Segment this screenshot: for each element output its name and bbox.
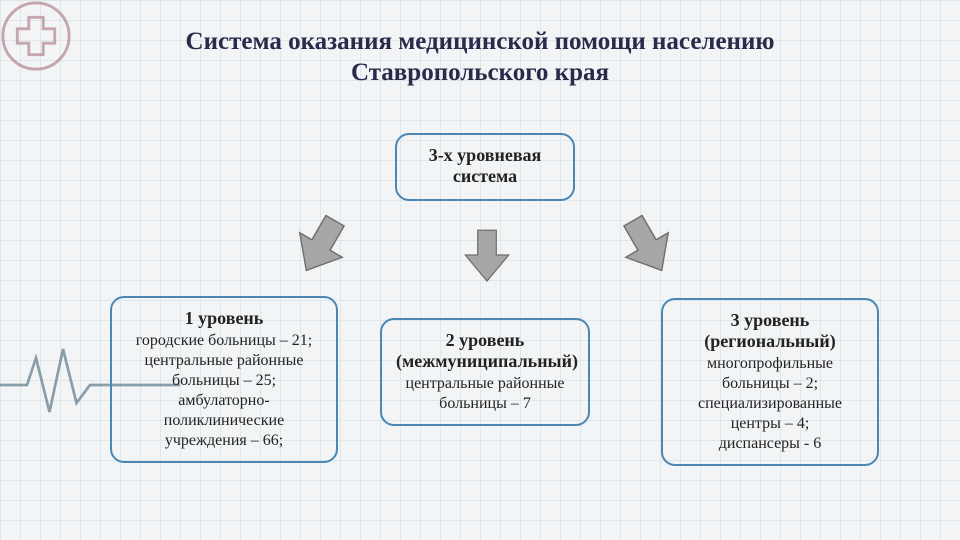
box-level1-title: 1 уровень: [126, 308, 322, 329]
arrow-to-level2-icon: [456, 222, 518, 288]
box-root-system: 3-х уровневая система: [395, 133, 575, 201]
box-level2: 2 уровень (межмуниципальный) центральные…: [380, 318, 590, 426]
box-level2-title: 2 уровень (межмуниципальный): [396, 330, 574, 372]
page-title: Система оказания медицинской помощи насе…: [0, 26, 960, 89]
title-line-2: Ставропольского края: [0, 57, 960, 88]
box-root-title: 3-х уровневая система: [411, 145, 559, 187]
box-level3-title: 3 уровень (региональный): [677, 310, 863, 352]
box-level1: 1 уровень городские больницы – 21;центра…: [110, 296, 338, 463]
box-level1-body: городские больницы – 21;центральные райо…: [126, 331, 322, 451]
box-level3-body: многопрофильныебольницы – 2;специализиро…: [677, 354, 863, 454]
title-line-1: Система оказания медицинской помощи насе…: [0, 26, 960, 57]
box-level2-body: центральные районныебольницы – 7: [396, 374, 574, 414]
box-level3: 3 уровень (региональный) многопрофильные…: [661, 298, 879, 466]
